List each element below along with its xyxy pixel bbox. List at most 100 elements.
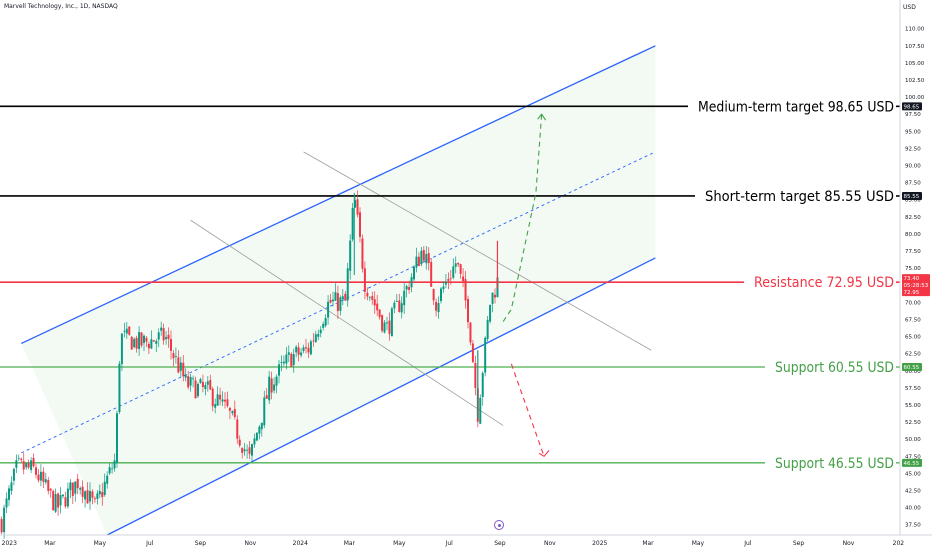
earnings-event-icon[interactable] (494, 520, 504, 530)
candle-body[interactable] (138, 332, 141, 349)
candle-body[interactable] (346, 268, 349, 301)
candle-body[interactable] (228, 407, 231, 411)
channel-lower-line[interactable] (106, 257, 656, 536)
candle-body[interactable] (182, 362, 185, 377)
candle-body[interactable] (381, 315, 384, 331)
candle-body[interactable] (319, 329, 322, 334)
candle-body[interactable] (314, 334, 317, 342)
candle-body[interactable] (322, 324, 325, 328)
candle-body[interactable] (49, 488, 52, 491)
candle-body[interactable] (251, 444, 253, 456)
candle-body[interactable] (140, 332, 143, 346)
candle-body[interactable] (197, 383, 199, 397)
candle-body[interactable] (415, 256, 418, 268)
candle-body[interactable] (150, 339, 153, 349)
candle-body[interactable] (297, 347, 300, 355)
candle-body[interactable] (238, 439, 241, 446)
candle-body[interactable] (403, 290, 406, 306)
candle-body[interactable] (489, 304, 492, 322)
candle-body[interactable] (214, 404, 217, 408)
candle-body[interactable] (211, 388, 214, 407)
candle-body[interactable] (351, 208, 354, 240)
candle-body[interactable] (167, 334, 170, 339)
candle-body[interactable] (444, 281, 447, 285)
candle-body[interactable] (22, 461, 25, 470)
candle-body[interactable] (116, 413, 118, 463)
candle-body[interactable] (30, 460, 33, 470)
candle-body[interactable] (373, 299, 376, 306)
candle-body[interactable] (464, 279, 467, 301)
candle-body[interactable] (108, 467, 111, 474)
candle-body[interactable] (243, 449, 246, 452)
candle-body[interactable] (395, 301, 398, 302)
candle-body[interactable] (430, 262, 433, 287)
candle-body[interactable] (98, 490, 101, 495)
candle-body[interactable] (233, 409, 236, 417)
candle-body[interactable] (253, 438, 256, 445)
candle-body[interactable] (79, 488, 82, 490)
candle-body[interactable] (170, 339, 172, 351)
candle-body[interactable] (268, 376, 271, 401)
candle-body[interactable] (135, 337, 138, 349)
candle-body[interactable] (17, 457, 20, 459)
candle-body[interactable] (216, 394, 219, 406)
candle-body[interactable] (417, 256, 420, 267)
candle-body[interactable] (469, 322, 472, 343)
candle-body[interactable] (260, 422, 263, 430)
candle-body[interactable] (494, 294, 496, 298)
candle-body[interactable] (302, 347, 305, 351)
candle-body[interactable] (287, 352, 290, 355)
candle-body[interactable] (42, 471, 45, 482)
candle-body[interactable] (192, 378, 195, 380)
candle-body[interactable] (91, 491, 94, 498)
candle-body[interactable] (179, 362, 182, 371)
candle-body[interactable] (39, 471, 42, 481)
candle-body[interactable] (101, 492, 104, 497)
candle-body[interactable] (130, 336, 133, 350)
candle-body[interactable] (432, 289, 435, 301)
candle-body[interactable] (155, 340, 158, 344)
candle-body[interactable] (363, 268, 366, 292)
candle-body[interactable] (349, 240, 352, 271)
candle-body[interactable] (270, 378, 273, 393)
candle-body[interactable] (224, 399, 226, 402)
candle-body[interactable] (437, 303, 440, 313)
candle-body[interactable] (231, 411, 234, 414)
candle-body[interactable] (12, 468, 15, 481)
candle-body[interactable] (278, 364, 280, 376)
candle-body[interactable] (54, 494, 57, 512)
candle-body[interactable] (471, 343, 474, 363)
candle-body[interactable] (440, 288, 442, 302)
candle-body[interactable] (74, 481, 77, 494)
candle-body[interactable] (145, 337, 148, 342)
candle-body[interactable] (334, 292, 337, 301)
candle-body[interactable] (0, 519, 3, 533)
candle-body[interactable] (386, 322, 388, 324)
candle-body[interactable] (457, 262, 460, 265)
candle-body[interactable] (383, 322, 386, 333)
candle-body[interactable] (86, 490, 89, 504)
candle-body[interactable] (462, 276, 465, 282)
candle-body[interactable] (103, 481, 106, 495)
candle-body[interactable] (187, 376, 190, 388)
candle-body[interactable] (405, 286, 408, 290)
candle-body[interactable] (204, 385, 207, 390)
candle-body[interactable] (44, 479, 47, 483)
candle-body[interactable] (236, 419, 239, 439)
candle-body[interactable] (5, 498, 8, 508)
candle-body[interactable] (280, 362, 283, 363)
candle-body[interactable] (123, 330, 126, 332)
candle-body[interactable] (398, 300, 401, 312)
candle-body[interactable] (422, 250, 425, 261)
candle-body[interactable] (52, 490, 55, 511)
candle-body[interactable] (120, 333, 123, 365)
candle-body[interactable] (177, 357, 180, 373)
candle-body[interactable] (20, 458, 23, 461)
candle-body[interactable] (413, 266, 415, 280)
candle-body[interactable] (442, 286, 445, 290)
candle-body[interactable] (96, 493, 99, 499)
candle-body[interactable] (300, 352, 303, 356)
candle-body[interactable] (162, 328, 165, 341)
